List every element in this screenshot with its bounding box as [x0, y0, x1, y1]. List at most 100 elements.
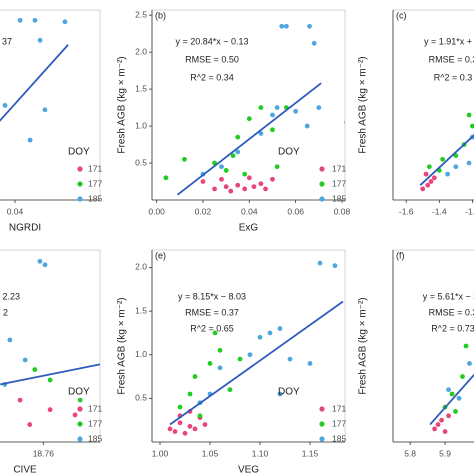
x-tick-label: 0.04: [241, 206, 258, 216]
legend-label: 171: [88, 403, 102, 413]
x-tick-label: 0.00: [148, 206, 165, 216]
legend-swatch: [77, 421, 83, 427]
point: [466, 160, 472, 166]
plot-area: [0, 9, 101, 201]
point: [420, 186, 426, 192]
point: [332, 263, 338, 269]
y-axis-label: Fresh AGB (kg × m⁻²): [117, 56, 128, 153]
y-tick-label: 1.5: [135, 83, 147, 93]
legend-label: 177: [88, 178, 102, 188]
point: [246, 175, 252, 181]
panel: 18.76 CIVE 2.23 2 DOY 171 177 185: [0, 249, 102, 474]
trendline: [419, 134, 474, 186]
point: [270, 127, 275, 133]
annotation: RMSE = 0.37: [185, 307, 239, 317]
x-tick-label: 5.9: [439, 448, 451, 458]
y-tick-label: 0.5: [135, 157, 147, 167]
x-tick-label: 0.08: [334, 206, 351, 216]
point: [163, 175, 169, 181]
point: [287, 356, 293, 362]
point: [212, 330, 218, 336]
y-tick-label: 2.0: [135, 262, 147, 272]
panel-label: (b): [155, 10, 166, 20]
annotation: y = 20.84*x − 0.13: [175, 36, 248, 46]
point: [230, 153, 236, 159]
y-tick-label: 2.5: [135, 9, 147, 19]
y-tick-label: 1.0: [135, 120, 147, 130]
point: [267, 330, 273, 336]
point: [223, 184, 229, 190]
point: [426, 164, 432, 170]
point: [270, 176, 275, 182]
point: [62, 19, 68, 25]
point: [237, 356, 243, 362]
legend-label: 171: [88, 163, 102, 173]
point: [445, 171, 450, 177]
x-tick-label: 1.10: [252, 448, 269, 458]
trendline: [429, 374, 474, 426]
point: [219, 164, 224, 170]
point: [423, 171, 429, 177]
point: [311, 40, 317, 46]
point: [197, 413, 203, 419]
trendline: [0, 44, 69, 122]
point: [235, 149, 241, 155]
point: [22, 357, 28, 363]
legend-swatch: [77, 196, 83, 202]
points: [0, 258, 100, 427]
point: [246, 116, 252, 122]
point: [217, 347, 223, 353]
point: [172, 429, 178, 434]
point: [77, 397, 83, 403]
point: [277, 326, 283, 331]
panel: 0.00 0.02 0.04 0.06 0.08 0.5 1.0 1.5 2.0 2.5 ExG Fr…: [117, 9, 351, 233]
point: [469, 123, 474, 129]
legend-label: 171: [332, 403, 346, 413]
legend-swatch: [77, 436, 83, 442]
y-tick-label: 1.5: [135, 305, 147, 315]
legend-label: 177: [332, 418, 346, 428]
points: [163, 23, 345, 196]
y-tick-label: 0.5: [135, 393, 147, 403]
point: [7, 337, 13, 343]
point: [344, 120, 345, 125]
point: [207, 361, 213, 366]
point: [37, 37, 43, 43]
point: [270, 112, 275, 118]
y-axis-label: Fresh AGB (kg × m⁻²): [358, 56, 369, 153]
point: [317, 260, 323, 266]
point: [223, 168, 229, 173]
panel-label: (f): [396, 250, 405, 260]
x-tick-label: -1.2: [465, 206, 474, 216]
point: [258, 181, 264, 187]
point: [47, 377, 53, 383]
point: [279, 23, 285, 29]
point: [453, 164, 459, 170]
x-tick-label: 1.15: [302, 448, 319, 458]
point: [227, 387, 233, 393]
point: [182, 430, 188, 436]
legend-swatch: [77, 166, 83, 172]
point: [435, 422, 441, 427]
point: [463, 343, 469, 349]
panel: 5.8 5.9 Fresh AGB (kg × m⁻²) (f) y = 5.61*x …: [358, 249, 474, 458]
point: [258, 131, 264, 136]
annotation: RMSE = 0.3: [429, 54, 474, 64]
point: [202, 422, 208, 427]
annotation: R^2 = 0.34: [190, 72, 234, 82]
point: [32, 367, 38, 372]
y-tick-label: 2.0: [135, 46, 147, 56]
legend-label: 171: [332, 163, 346, 173]
point: [307, 361, 313, 366]
y-axis-label: Fresh AGB (kg × m⁻²): [117, 297, 128, 394]
annotation: 2: [3, 307, 8, 317]
point: [257, 334, 263, 340]
x-tick-label: 0.06: [287, 206, 304, 216]
x-axis-label: VEG: [238, 465, 259, 474]
annotation: y = 5.61*x − 32: [423, 291, 474, 301]
legend-swatch: [319, 406, 325, 412]
annotation: y = 8.15*x − 8.03: [178, 291, 246, 301]
point: [431, 175, 437, 181]
point: [177, 404, 183, 410]
point: [187, 391, 193, 397]
